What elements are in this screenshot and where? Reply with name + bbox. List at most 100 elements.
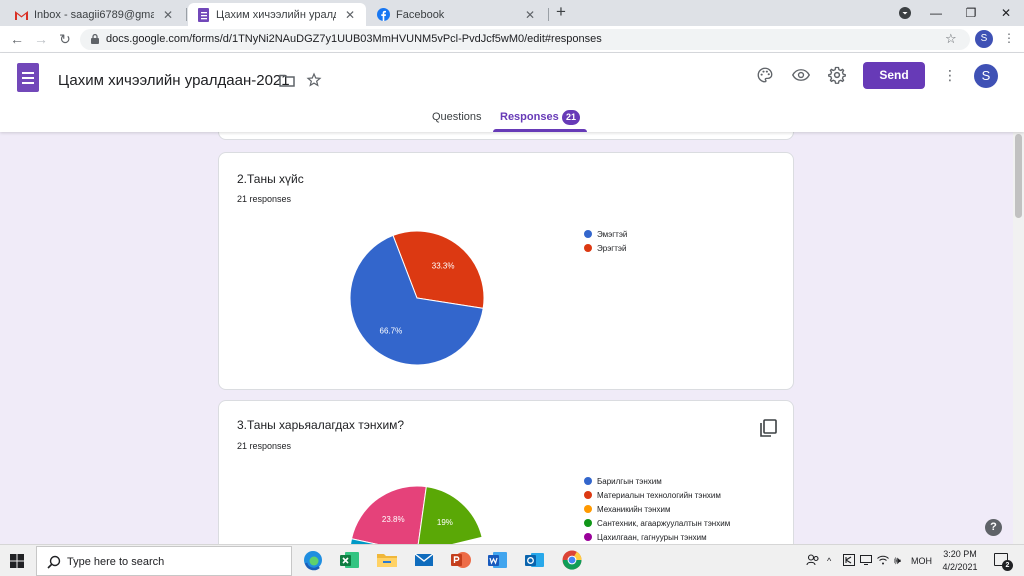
tab-responses[interactable]: Responses xyxy=(500,111,559,123)
windows-start-icon[interactable] xyxy=(10,554,24,568)
outlook-icon[interactable] xyxy=(524,549,546,571)
close-icon[interactable]: ✕ xyxy=(524,7,536,22)
legend-color xyxy=(584,230,592,238)
legend-label: Сантехник, агааржуулалтын тэнхим xyxy=(597,518,731,528)
response-count: 21 responses xyxy=(237,441,292,451)
network-icon[interactable] xyxy=(860,545,872,576)
browser-tab-strip: Inbox - saagii6789@gmail.com - ✕ Цахим х… xyxy=(0,0,1024,26)
app-tray-icon[interactable] xyxy=(843,545,855,576)
notification-center-icon[interactable]: 2 xyxy=(994,553,1013,571)
windows-taskbar: Type here to search ^ 🕪 МОН 3:20 PM 4/2/… xyxy=(0,544,1024,576)
response-count: 21 responses xyxy=(237,194,292,204)
restore-button[interactable]: ❐ xyxy=(965,6,977,20)
facebook-icon xyxy=(376,8,390,22)
chrome-icon[interactable] xyxy=(561,549,583,571)
tab-questions[interactable]: Questions xyxy=(432,111,482,123)
edge-icon[interactable] xyxy=(302,549,324,571)
pie-slice-label: 33.3% xyxy=(432,262,455,271)
tab-divider xyxy=(186,8,187,21)
help-icon[interactable]: ? xyxy=(985,519,1002,536)
copy-chart-icon[interactable] xyxy=(759,419,777,437)
legend-item: Эрэгтэй xyxy=(584,241,627,255)
input-language[interactable]: МОН xyxy=(911,556,932,566)
forms-header: Цахим хичээлийн уралдаан-2021 Send ⋮ S Q… xyxy=(0,53,1024,132)
more-options-icon[interactable]: ⋮ xyxy=(943,66,957,83)
back-button[interactable]: ← xyxy=(10,31,24,47)
pie-slice-male[interactable] xyxy=(392,230,485,309)
tab-gmail[interactable]: Inbox - saagii6789@gmail.com - ✕ xyxy=(6,3,184,26)
pie-slice[interactable] xyxy=(350,538,417,544)
star-icon[interactable] xyxy=(303,69,325,91)
system-clock[interactable]: 3:20 PM 4/2/2021 xyxy=(935,548,985,574)
file-explorer-icon[interactable] xyxy=(376,549,398,571)
minimize-button[interactable]: — xyxy=(930,6,942,20)
question-card-gender: 2.Таны хүйс 21 responses 33.3% 66.7% Эмэг… xyxy=(218,152,794,390)
forward-button[interactable]: → xyxy=(34,31,48,47)
legend-item: Цахилгаан, гагнуурын тэнхим xyxy=(584,530,730,544)
settings-gear-icon[interactable] xyxy=(826,64,848,86)
legend-item: Механикийн тэнхим xyxy=(584,502,730,516)
pie-slice-female[interactable] xyxy=(349,234,484,366)
new-tab-button[interactable]: + xyxy=(556,2,566,21)
palette-icon[interactable] xyxy=(754,64,776,86)
response-count-badge: 21 xyxy=(562,110,580,125)
pie-slice[interactable] xyxy=(417,486,483,544)
send-button[interactable]: Send xyxy=(863,62,925,89)
word-icon[interactable] xyxy=(487,549,509,571)
browser-toolbar: ← → ↻ docs.google.com/forms/d/1TNyNi2NAu… xyxy=(0,26,1024,53)
chart-legend: Барилгын тэнхим Материалын технологийн т… xyxy=(584,474,730,544)
page-scrollbar[interactable] xyxy=(1013,132,1024,544)
folder-icon[interactable] xyxy=(276,69,298,91)
powerpoint-icon[interactable] xyxy=(450,549,472,571)
legend-item: Эмэгтэй xyxy=(584,227,627,241)
legend-label: Эмэгтэй xyxy=(597,229,628,239)
tab-title: Inbox - saagii6789@gmail.com - xyxy=(34,8,154,21)
clock-time: 3:20 PM xyxy=(943,549,977,559)
search-icon xyxy=(47,555,61,569)
gmail-icon xyxy=(14,8,28,22)
pie-slice[interactable] xyxy=(350,485,427,544)
question-card-department: 3.Таны харьяалагдах тэнхим? 21 responses… xyxy=(218,400,794,544)
close-icon[interactable]: ✕ xyxy=(344,7,356,22)
close-window-button[interactable]: ✕ xyxy=(1000,6,1012,20)
legend-color xyxy=(584,477,592,485)
pie-slice-label: 23.8% xyxy=(382,515,405,524)
people-icon[interactable] xyxy=(806,545,820,576)
legend-color xyxy=(584,533,592,541)
gender-pie-chart: 33.3% 66.7% xyxy=(349,230,485,366)
legend-color xyxy=(584,244,592,252)
question-title: 3.Таны харьяалагдах тэнхим? xyxy=(237,418,405,432)
scrollbar-thumb[interactable] xyxy=(1015,134,1022,218)
volume-icon[interactable]: 🕪 xyxy=(894,555,901,567)
google-forms-logo[interactable] xyxy=(17,63,39,92)
bookmark-star-icon[interactable]: ☆ xyxy=(945,31,957,46)
legend-label: Цахилгаан, гагнуурын тэнхим xyxy=(597,532,707,542)
pie-slice-label: 19% xyxy=(437,518,453,527)
pie-slice-label: 66.7% xyxy=(380,326,403,335)
tab-divider xyxy=(548,8,549,21)
show-hidden-icons-icon[interactable]: ^ xyxy=(827,556,832,566)
clock-date: 4/2/2021 xyxy=(942,562,978,572)
excel-icon[interactable] xyxy=(339,549,361,571)
browser-menu-icon[interactable]: ⋮ xyxy=(1003,31,1015,45)
wifi-icon[interactable] xyxy=(877,545,889,576)
account-avatar[interactable]: S xyxy=(974,64,998,88)
legend-item: Барилгын тэнхим xyxy=(584,474,730,488)
tab-google-forms[interactable]: Цахим хичээлийн уралдаан-202 ✕ xyxy=(188,3,366,26)
question-title: 2.Таны хүйс xyxy=(237,172,304,186)
profile-menu-icon[interactable] xyxy=(887,0,923,26)
address-bar[interactable]: docs.google.com/forms/d/1TNyNi2NAuDGZ7y1… xyxy=(80,29,970,50)
form-title[interactable]: Цахим хичээлийн уралдаан-2021 xyxy=(58,72,290,89)
tab-title: Facebook xyxy=(396,8,445,21)
tab-facebook[interactable]: Facebook ✕ xyxy=(368,3,546,26)
legend-label: Механикийн тэнхим xyxy=(597,504,671,514)
taskbar-search-input[interactable]: Type here to search xyxy=(36,546,292,576)
legend-item: Сантехник, агааржуулалтын тэнхим xyxy=(584,516,730,530)
legend-item: Материалын технологийн тэнхим xyxy=(584,488,730,502)
preview-eye-icon[interactable] xyxy=(790,64,812,86)
mail-icon[interactable] xyxy=(413,549,435,571)
reload-button[interactable]: ↻ xyxy=(59,31,71,47)
close-icon[interactable]: ✕ xyxy=(162,7,174,22)
browser-profile-avatar[interactable]: S xyxy=(975,30,993,48)
legend-color xyxy=(584,491,592,499)
